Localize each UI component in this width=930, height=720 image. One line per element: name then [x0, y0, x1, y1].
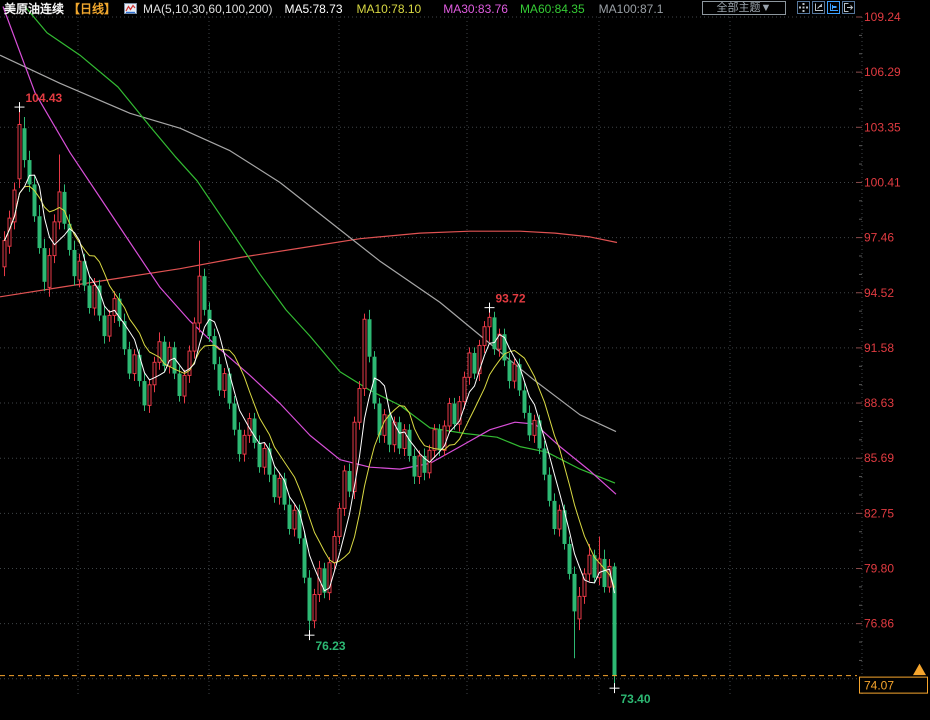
- svg-text:74.07: 74.07: [864, 679, 894, 693]
- svg-text:76.86: 76.86: [864, 617, 894, 631]
- theme-dropdown[interactable]: 全部主题▼: [702, 1, 786, 15]
- svg-text:93.72: 93.72: [496, 292, 526, 306]
- price-annotation: 73.40: [609, 683, 651, 706]
- svg-text:97.46: 97.46: [864, 231, 894, 245]
- price-annotation: 76.23: [304, 630, 346, 653]
- price-axis: 109.24 106.29 103.35 100.41 97.46 94.52 91.58 8…: [856, 10, 901, 661]
- candles-layer: [2, 107, 617, 689]
- current-price-marker: 74.07: [0, 663, 928, 694]
- symbol-name: 美原油连续: [4, 2, 65, 16]
- price-annotation: 93.72: [484, 292, 526, 313]
- chart-header: 美原油连续 【日线】 MA(5,10,30,60,100,200) MA5:78…: [0, 0, 930, 17]
- svg-text:109.24: 109.24: [864, 10, 901, 24]
- svg-text:85.69: 85.69: [864, 451, 894, 465]
- indicator-label: MA(5,10,30,60,100,200): [143, 1, 273, 16]
- svg-text:94.52: 94.52: [864, 286, 894, 300]
- svg-text:106.29: 106.29: [864, 65, 901, 79]
- current-price-tag: [859, 676, 928, 694]
- grid-lines: [0, 16, 863, 694]
- axis-scale-icon[interactable]: [812, 1, 825, 14]
- exit-panel-icon[interactable]: [842, 1, 855, 14]
- ma30-value: MA30:83.76: [443, 1, 508, 16]
- svg-text:100.41: 100.41: [864, 175, 901, 189]
- ma-line-ma30: [2, 6, 617, 495]
- svg-text:76.23: 76.23: [316, 639, 346, 653]
- svg-text:91.58: 91.58: [864, 341, 894, 355]
- axis-scale-active-icon[interactable]: [827, 1, 840, 14]
- price-annotation: 104.43: [14, 91, 63, 113]
- svg-text:73.40: 73.40: [621, 692, 651, 706]
- svg-text:88.63: 88.63: [864, 396, 894, 410]
- ma-line-ma200: [0, 230, 618, 298]
- ma-line-ma100: [0, 54, 617, 433]
- ma-line-ma10: [4, 185, 615, 588]
- svg-text:79.80: 79.80: [864, 562, 894, 576]
- ma5-value: MA5:78.73: [284, 1, 343, 16]
- chart-thumbnail-icon: [124, 3, 138, 14]
- ma-line-ma5: [4, 174, 615, 594]
- period-tag: 【日线】: [68, 2, 117, 16]
- ma60-value: MA60:84.35: [519, 1, 585, 16]
- ma100-value: MA100:87.1: [598, 1, 664, 16]
- ma10-value: MA10:78.10: [356, 1, 422, 16]
- svg-text:104.43: 104.43: [26, 91, 63, 105]
- svg-text:82.75: 82.75: [864, 506, 894, 520]
- pan-crosshair-icon[interactable]: [797, 1, 810, 14]
- ma-line-ma60: [24, 6, 616, 484]
- svg-text:103.35: 103.35: [864, 120, 901, 134]
